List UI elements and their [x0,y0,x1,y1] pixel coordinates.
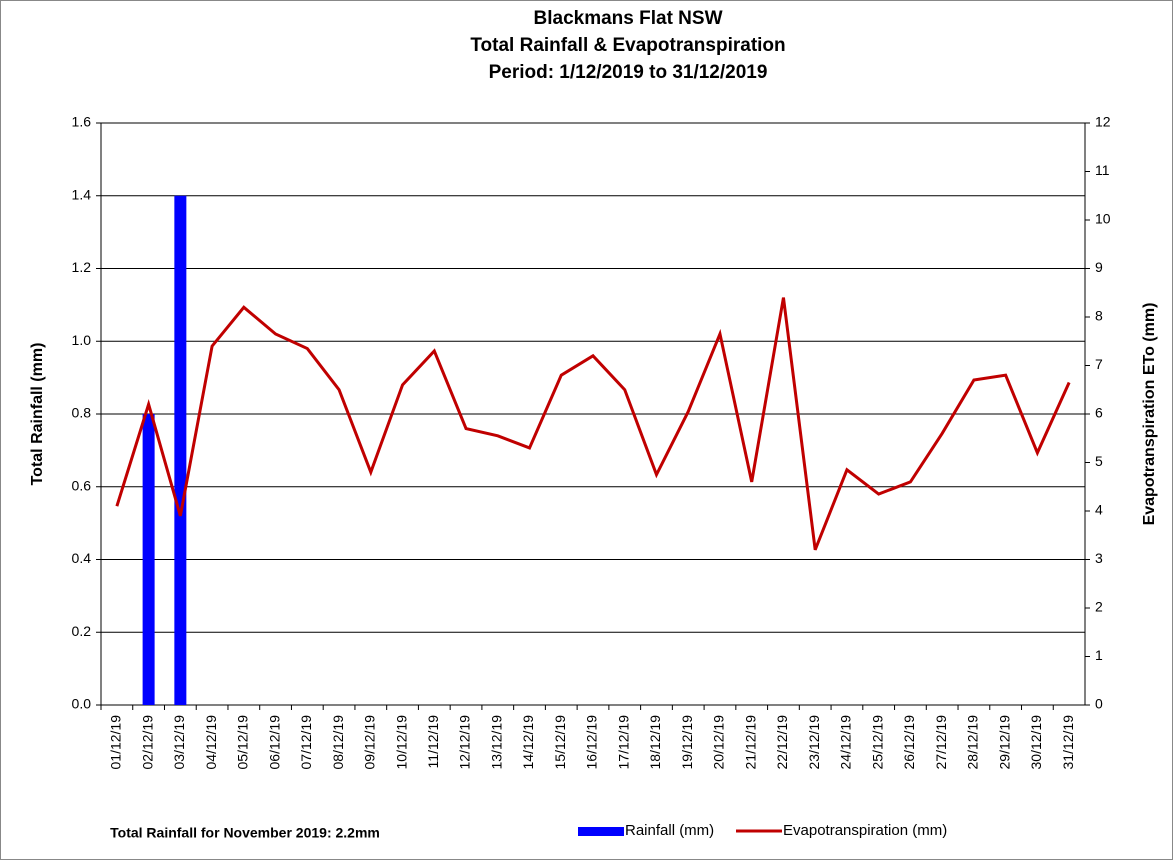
y-tick-label: 0.4 [72,550,92,566]
y2-tick-label: 0 [1095,696,1103,712]
x-tick-label: 17/12/19 [615,715,631,770]
x-tick-label: 15/12/19 [552,715,568,770]
x-tick-label: 04/12/19 [203,715,219,770]
x-tick-label: 19/12/19 [679,715,695,770]
x-tick-label: 09/12/19 [362,715,378,770]
legend-label: Rainfall (mm) [625,822,714,839]
y-tick-label: 0.8 [72,405,92,421]
x-tick-label: 20/12/19 [711,715,727,770]
x-tick-label: 16/12/19 [584,715,600,770]
x-tick-label: 28/12/19 [965,715,981,770]
x-tick-label: 08/12/19 [330,715,346,770]
x-tick-label: 03/12/19 [171,715,187,770]
x-tick-label: 22/12/19 [774,715,790,770]
y-tick-label: 0.0 [72,696,92,712]
x-tick-label: 21/12/19 [742,715,758,770]
y2-tick-label: 3 [1095,550,1103,566]
x-tick-label: 31/12/19 [1060,715,1076,770]
x-tick-label: 12/12/19 [457,715,473,770]
x-tick-label: 25/12/19 [869,715,885,770]
x-tick-label: 23/12/19 [806,715,822,770]
y2-tick-label: 1 [1095,647,1103,663]
line [115,297,1071,551]
x-tick-label: 30/12/19 [1028,715,1044,770]
legend-swatch [578,827,624,836]
x-tick-label: 11/12/19 [425,715,441,769]
chart-title: Period: 1/12/2019 to 31/12/2019 [489,62,768,83]
x-tick-label: 05/12/19 [235,715,251,770]
x-tick-label: 18/12/19 [647,715,663,770]
x-tick-label: 10/12/19 [393,715,409,770]
y2-tick-label: 11 [1095,162,1110,178]
bar [142,414,155,705]
x-tick-label: 26/12/19 [901,715,917,770]
y2-tick-label: 2 [1095,599,1103,615]
chart-title: Total Rainfall & Evapotranspiration [470,35,785,56]
x-tick-label: 06/12/19 [266,715,282,770]
y-tick-label: 1.2 [72,259,92,275]
y2-tick-label: 7 [1095,356,1103,372]
x-tick-label: 24/12/19 [838,715,854,770]
y-tick-label: 1.6 [72,114,92,130]
y2-tick-label: 9 [1095,259,1103,275]
legend-label: Evapotranspiration (mm) [783,822,947,839]
x-tick-label: 07/12/19 [298,715,314,770]
y2-tick-label: 10 [1095,211,1111,227]
y-tick-label: 1.0 [72,332,92,348]
x-tick-label: 13/12/19 [488,715,504,770]
y-tick-label: 1.4 [72,186,92,202]
y-axis-title: Total Rainfall (mm) [29,343,46,486]
chart-title: Blackmans Flat NSW [534,8,723,29]
annotation: Total Rainfall for November 2019: 2.2mm [110,825,380,841]
y2-tick-label: 8 [1095,308,1103,324]
x-tick-label: 02/12/19 [139,715,155,770]
x-tick-label: 29/12/19 [996,715,1012,770]
y2-tick-label: 12 [1095,114,1111,130]
y2-tick-label: 4 [1095,502,1103,518]
x-tick-label: 14/12/19 [520,715,536,770]
y2-tick-label: 6 [1095,405,1103,421]
bar [174,195,187,705]
x-tick-label: 01/12/19 [108,715,124,770]
y-tick-label: 0.2 [72,623,92,639]
x-tick-label: 27/12/19 [933,715,949,770]
y-tick-label: 0.6 [72,477,92,493]
y2-axis-title: Evapotranspiration ETo (mm) [1141,303,1158,526]
y2-tick-label: 5 [1095,453,1103,469]
